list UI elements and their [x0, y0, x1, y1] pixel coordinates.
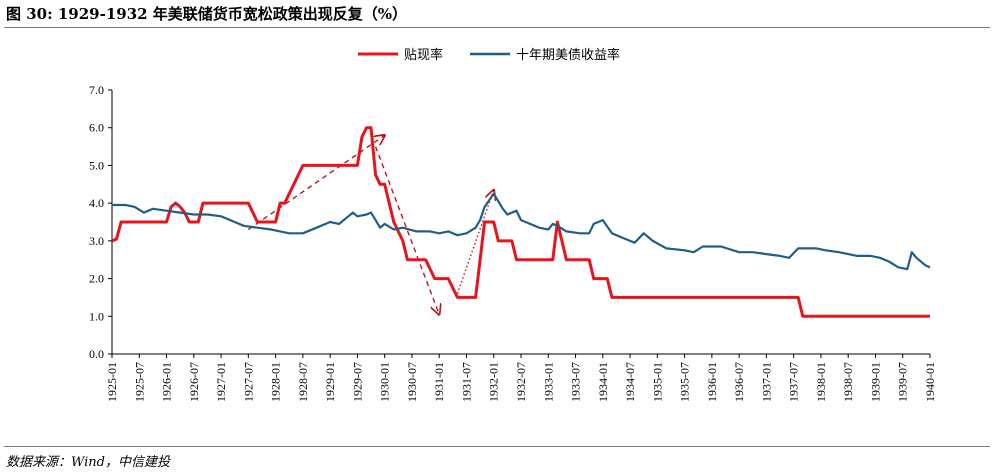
- footer-divider: [4, 446, 990, 447]
- y-tick-label: 3.0: [89, 234, 104, 248]
- x-tick-label: 1939-01: [868, 362, 882, 402]
- x-tick-label: 1932-01: [487, 362, 501, 402]
- x-tick-label: 1935-07: [678, 362, 692, 402]
- annotation-arrow: [456, 190, 493, 294]
- series-lines: [111, 126, 931, 318]
- treasury-yield-line: [112, 192, 931, 271]
- x-tick-label: 1928-01: [269, 362, 283, 402]
- x-tick-label: 1933-01: [541, 362, 555, 402]
- x-tick-label: 1932-07: [514, 362, 528, 402]
- legend-label: 十年期美债收益率: [516, 47, 620, 63]
- x-tick-label: 1926-07: [187, 362, 201, 402]
- x-tick-label: 1936-07: [732, 362, 746, 402]
- y-tick-label: 6.0: [89, 121, 104, 135]
- x-tick-label: 1939-07: [896, 362, 910, 402]
- x-tick-label: 1928-07: [296, 362, 310, 402]
- x-tick-label: 1931-01: [432, 362, 446, 402]
- x-tick-label: 1938-01: [814, 362, 828, 402]
- x-tick-label: 1933-07: [569, 362, 583, 402]
- x-tick-label: 1929-01: [323, 362, 337, 402]
- x-tick-label: 1927-07: [241, 362, 255, 402]
- y-tick-label: 2.0: [89, 272, 104, 286]
- annotation-arrow: [374, 146, 440, 315]
- x-tick-label: 1940-01: [923, 362, 937, 402]
- y-tick-label: 5.0: [89, 158, 104, 172]
- x-tick-label: 1927-01: [214, 362, 228, 402]
- x-tick-label: 1931-07: [459, 362, 473, 402]
- title-divider: [4, 27, 990, 28]
- x-tick-label: 1938-07: [841, 362, 855, 402]
- discount-rate-line: [111, 126, 930, 318]
- x-tick-label: 1926-01: [160, 362, 174, 402]
- x-tick-label: 1925-01: [105, 362, 119, 402]
- legend: 贴现率 十年期美债收益率: [358, 47, 620, 63]
- x-tick-label: 1936-01: [705, 362, 719, 402]
- legend-label: 贴现率: [404, 47, 443, 63]
- x-tick-label: 1930-07: [405, 362, 419, 402]
- y-tick-label: 7.0: [89, 83, 104, 97]
- x-axis: 1925-01 1925-07 1926-01 1926-07 1927-01 1927-…: [105, 353, 937, 402]
- y-axis: 0.0 1.0 2.0 3.0 4.0 5.0 6.0 7.0: [89, 83, 113, 361]
- annotation-arrows: [247, 135, 493, 315]
- source-note: 数据来源：Wind，中信建投: [6, 455, 170, 470]
- x-tick-label: 1929-07: [350, 362, 364, 402]
- x-tick-label: 1930-01: [378, 362, 392, 402]
- x-tick-label: 1937-07: [787, 362, 801, 402]
- x-tick-label: 1937-01: [759, 362, 773, 402]
- x-tick-label: 1935-01: [650, 362, 664, 402]
- line-chart: 贴现率 十年期美债收益率 0.0 1.0 2.0 3.0 4.0 5.0 6.0 7.0 192…: [89, 47, 937, 402]
- y-tick-label: 0.0: [89, 347, 104, 361]
- y-tick-label: 1.0: [89, 309, 104, 323]
- x-tick-label: 1925-07: [132, 362, 146, 402]
- chart-title: 图 30: 1929-1932 年美联储货币宽松政策出现反复（%）: [6, 5, 408, 23]
- x-tick-label: 1934-01: [596, 362, 610, 402]
- annotation-arrow: [247, 135, 384, 231]
- y-tick-label: 4.0: [89, 196, 104, 210]
- x-tick-label: 1934-07: [623, 362, 637, 402]
